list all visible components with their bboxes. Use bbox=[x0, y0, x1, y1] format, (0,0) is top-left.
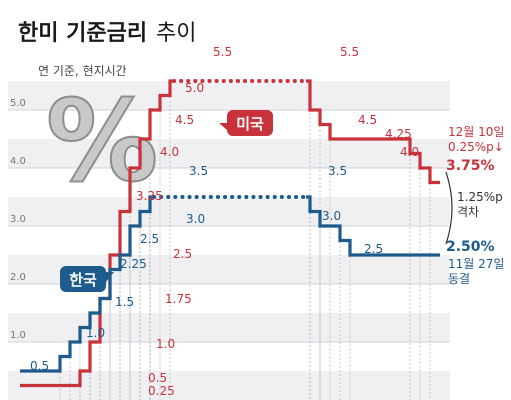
us-value-label: 5.5 bbox=[213, 45, 232, 59]
us-value-label: 5.5 bbox=[340, 45, 359, 59]
legend-badge-us: 미국 bbox=[219, 110, 273, 136]
grid-band bbox=[8, 371, 450, 400]
gap-bracket bbox=[445, 171, 453, 245]
y-tick-label: 5.0 bbox=[10, 98, 26, 109]
kr-final-date: 11월 27일 bbox=[448, 257, 504, 271]
us-value-label: 4.5 bbox=[175, 113, 194, 127]
gap-value: 1.25%p bbox=[457, 190, 503, 204]
kr-value-label: 0.5 bbox=[30, 359, 49, 373]
point-labels: 0.250.51.01.752.53.254.04.55.05.5 5.54.54… bbox=[30, 45, 495, 398]
gridlines bbox=[8, 109, 450, 343]
kr-final-change: 동결 bbox=[448, 272, 470, 286]
kr-value-label: 2.5 bbox=[364, 242, 383, 256]
us-value-label: 4.0 bbox=[160, 145, 179, 159]
series-lines bbox=[20, 79, 440, 388]
us-value-label: 5.0 bbox=[185, 81, 204, 95]
chart-title-suffix: 추이 bbox=[156, 21, 196, 46]
kr-value-label: 3.5 bbox=[328, 164, 347, 178]
us-value-label: 3.75% bbox=[446, 158, 495, 174]
us-value-label: 4.5 bbox=[358, 113, 377, 127]
grid-band bbox=[8, 226, 450, 255]
us-value-label: 0.25 bbox=[148, 384, 175, 398]
grid-band bbox=[8, 139, 450, 168]
legend-badge-kr: 한국 bbox=[60, 266, 114, 292]
us-value-label: 1.0 bbox=[156, 337, 175, 351]
y-tick-label: 1.0 bbox=[10, 330, 26, 341]
y-axis-ticks: 1.0 2.0 3.0 4.0 5.0 bbox=[10, 98, 26, 341]
us-value-label: 4.25 bbox=[385, 127, 412, 141]
grid-band bbox=[8, 342, 450, 371]
legend-label-kr: 한국 bbox=[69, 271, 97, 289]
grid-band bbox=[8, 197, 450, 226]
chart-subtitle: 연 기준, 현지시간 bbox=[38, 64, 127, 78]
legend-label-us: 미국 bbox=[236, 115, 264, 133]
kr-value-label: 2.25 bbox=[120, 257, 147, 271]
kr-value-label: 3.5 bbox=[189, 164, 208, 178]
kr-value-label: 1.0 bbox=[86, 326, 105, 340]
y-tick-label: 2.0 bbox=[10, 272, 26, 283]
grid-band bbox=[8, 81, 450, 110]
gap-label: 격차 bbox=[457, 205, 479, 219]
grid-band bbox=[8, 168, 450, 197]
y-tick-label: 3.0 bbox=[10, 214, 26, 225]
kr-value-label: 3.0 bbox=[322, 209, 341, 223]
kr-value-label: 2.5 bbox=[140, 232, 159, 246]
kr-value-label: 1.5 bbox=[115, 295, 134, 309]
percent-icon: % bbox=[46, 77, 158, 207]
us-value-label: 4.0 bbox=[400, 145, 419, 159]
us-value-label: 1.75 bbox=[165, 292, 192, 306]
us-value-label: 2.5 bbox=[173, 247, 192, 261]
vertical-dotted-lines bbox=[59, 81, 431, 400]
y-tick-label: 4.0 bbox=[10, 156, 26, 167]
us-final-date: 12월 10일 bbox=[448, 125, 504, 139]
grid-band bbox=[8, 313, 450, 342]
us-value-label: 3.25 bbox=[136, 189, 163, 203]
chart-title: 한미 기준금리 bbox=[18, 21, 147, 46]
us-value-label: 0.5 bbox=[148, 371, 167, 385]
kr-value-label: 3.0 bbox=[186, 212, 205, 226]
us-final-change: 0.25%p↓ bbox=[448, 140, 504, 154]
kr-value-label: 2.50% bbox=[446, 239, 495, 255]
